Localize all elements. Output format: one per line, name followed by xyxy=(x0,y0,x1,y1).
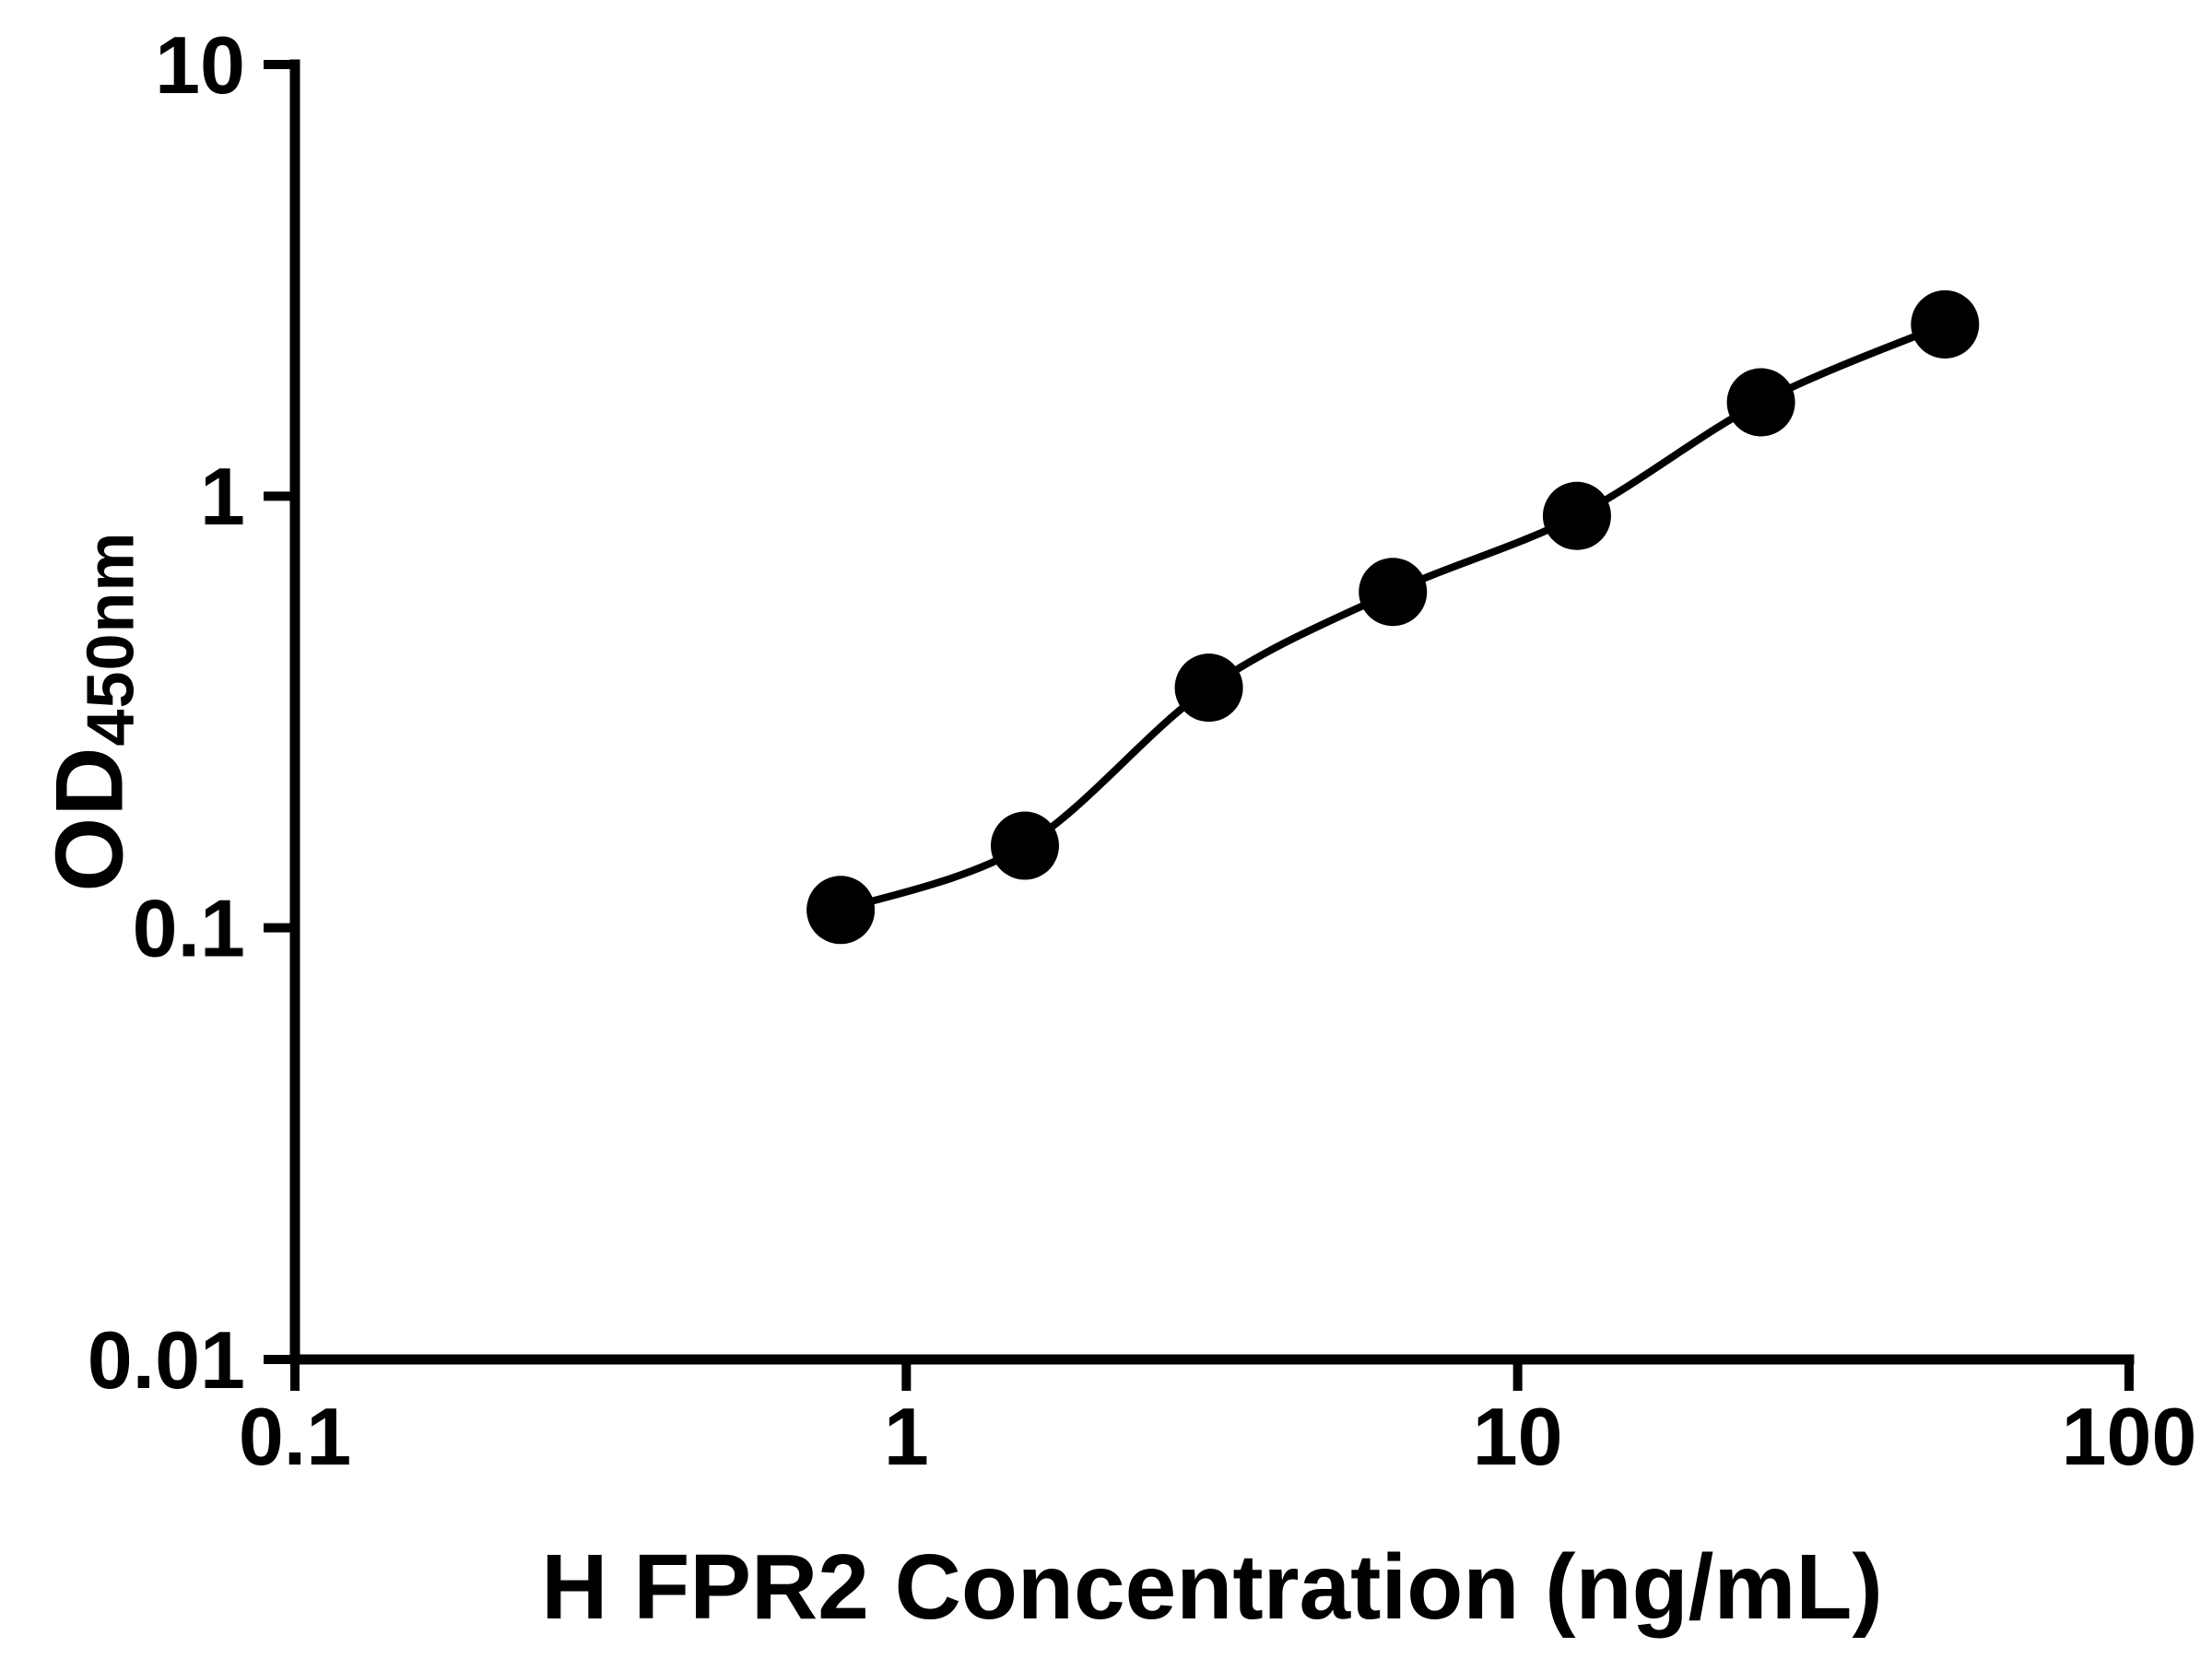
x-axis-title: H FPR2 Concentration (ng/mL) xyxy=(541,1535,1883,1639)
y-axis-tick-label: 1 xyxy=(200,451,245,542)
y-axis-title-sub: 450nm xyxy=(74,531,148,747)
data-point-marker xyxy=(806,876,876,945)
data-point-marker xyxy=(1542,481,1611,550)
data-point-marker xyxy=(1726,368,1795,437)
x-axis-tick-label: 10 xyxy=(1473,1391,1563,1482)
data-point-marker xyxy=(990,811,1059,880)
y-axis-title: OD450nm xyxy=(36,531,149,891)
data-point-marker xyxy=(1911,289,1980,359)
y-axis-tick-label: 10 xyxy=(155,19,245,111)
x-axis-tick-label: 100 xyxy=(2062,1391,2197,1482)
y-axis-tick-label: 0.01 xyxy=(88,1314,245,1406)
data-point-marker xyxy=(1174,653,1243,723)
y-axis-title-main: OD xyxy=(36,746,144,892)
x-axis-tick-label: 1 xyxy=(884,1391,929,1482)
y-axis-tick-label: 0.1 xyxy=(133,882,245,973)
x-axis-tick-label: 0.1 xyxy=(239,1391,351,1482)
data-point-marker xyxy=(1359,558,1428,627)
